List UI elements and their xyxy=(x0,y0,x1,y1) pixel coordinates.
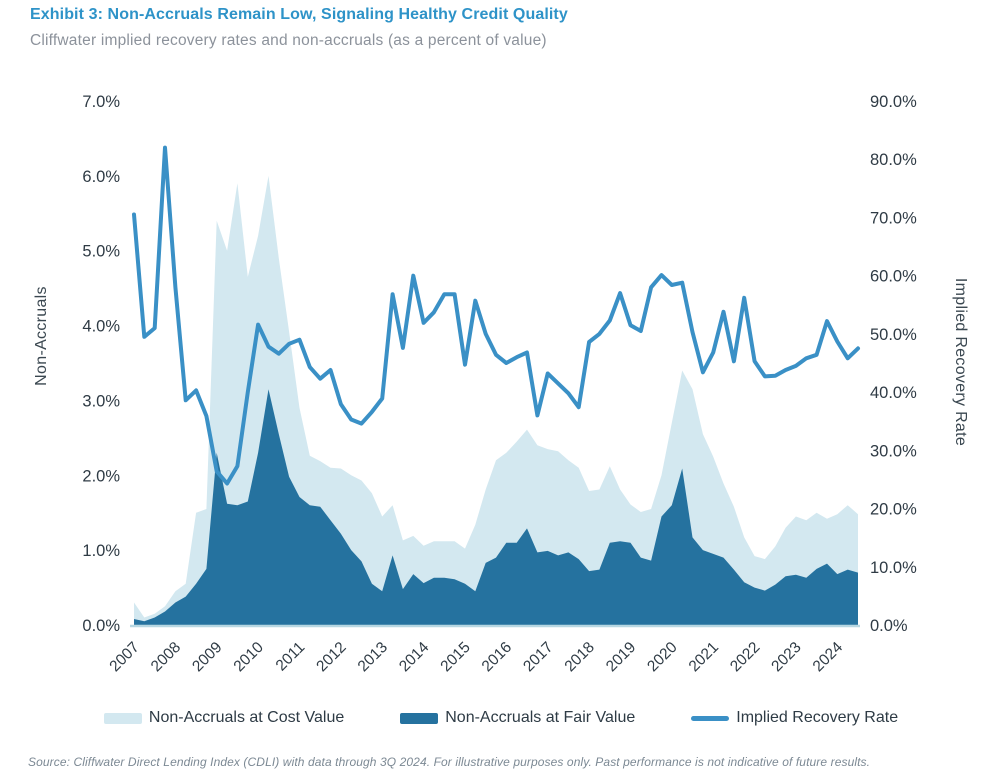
x-axis-tick-label: 2014 xyxy=(396,639,433,676)
left-axis-tick-label: 1.0% xyxy=(82,542,120,560)
x-axis-tick-label: 2012 xyxy=(313,639,349,675)
right-axis-title: Implied Recovery Rate xyxy=(952,278,969,446)
chart-plot-area: 7.0% 6.0% 5.0% 4.0% 3.0% 2.0% 1.0% 0.0% 90.0% 80… xyxy=(33,93,969,676)
left-axis-tick-label: 0.0% xyxy=(82,617,120,635)
x-axis-tick-label: 2023 xyxy=(768,639,804,675)
right-axis-tick-label: 10.0% xyxy=(870,559,917,577)
x-axis-tick-label: 2022 xyxy=(727,639,763,675)
left-axis-tick-label: 7.0% xyxy=(82,93,120,111)
line-series-group xyxy=(132,145,860,486)
right-axis-tick-label: 60.0% xyxy=(870,268,917,286)
x-axis-tick-label: 2007 xyxy=(106,639,142,675)
x-axis-tick-label: 2017 xyxy=(520,639,556,675)
x-axis-tick-label: 2008 xyxy=(148,639,184,675)
x-axis-tick-label: 2011 xyxy=(273,639,309,675)
fair-area-swatch-icon xyxy=(400,712,439,724)
legend-item-recovery-rate: Implied Recovery Rate xyxy=(691,709,898,727)
x-axis-tick-label: 2009 xyxy=(189,639,225,675)
x-axis-tick-label: 2015 xyxy=(437,639,473,675)
right-axis-tick-label: 0.0% xyxy=(870,617,908,635)
left-axis-tick-label: 3.0% xyxy=(82,392,120,410)
cost-area-swatch-icon xyxy=(103,712,142,724)
right-axis-tick-label: 90.0% xyxy=(870,93,917,111)
implied-recovery-rate-line xyxy=(132,145,860,486)
x-axis-tick-label: 2016 xyxy=(479,639,515,675)
right-axis-tick-label: 70.0% xyxy=(870,209,917,227)
right-axis-tick-label: 50.0% xyxy=(870,326,917,344)
left-axis-title: Non-Accruals xyxy=(33,286,50,386)
x-axis-tick-label: 2010 xyxy=(231,639,268,676)
x-axis-tick-label: 2013 xyxy=(355,639,391,675)
left-axis-tick-label: 2.0% xyxy=(82,467,120,485)
right-axis-tick-labels: 90.0% 80.0% 70.0% 60.0% 50.0% 40.0% 30.0% 20.0%… xyxy=(870,93,917,635)
legend-label-recovery: Implied Recovery Rate xyxy=(736,709,899,726)
legend-item-cost-value: Non-Accruals at Cost Value xyxy=(103,709,345,727)
x-axis-tick-label: 2021 xyxy=(686,639,722,675)
recovery-line-swatch-icon xyxy=(691,715,730,721)
x-axis-tick-label: 2024 xyxy=(810,639,847,676)
area-series-group xyxy=(134,175,858,626)
page-title: Exhibit 3: Non-Accruals Remain Low, Sign… xyxy=(30,6,568,23)
x-axis-tick-label: 2019 xyxy=(603,639,639,675)
left-axis-tick-label: 6.0% xyxy=(82,168,120,186)
legend-item-fair-value: Non-Accruals at Fair Value xyxy=(400,709,635,727)
right-axis-tick-label: 30.0% xyxy=(870,442,917,460)
x-axis-tick-label: 2020 xyxy=(644,639,681,676)
legend: Non-Accruals at Cost Value Non-Accruals … xyxy=(0,702,1002,734)
non-accruals-at-fair-value-area xyxy=(134,389,858,626)
left-axis-tick-label: 4.0% xyxy=(82,318,120,336)
x-axis-tick-label: 2018 xyxy=(562,639,598,675)
right-axis-tick-label: 20.0% xyxy=(870,501,917,519)
left-axis-tick-labels: 7.0% 6.0% 5.0% 4.0% 3.0% 2.0% 1.0% 0.0% xyxy=(82,93,120,635)
right-axis-tick-label: 40.0% xyxy=(870,384,917,402)
legend-label-fair: Non-Accruals at Fair Value xyxy=(445,709,636,726)
page-subtitle: Cliffwater implied recovery rates and no… xyxy=(30,32,547,49)
x-axis-tick-labels: 2007 2008 2009 2010 2011 2012 2013 2014 2015 2016… xyxy=(106,639,846,676)
source-note: Source: Cliffwater Direct Lending Index … xyxy=(28,755,871,769)
left-axis-tick-label: 5.0% xyxy=(82,243,120,261)
right-axis-tick-label: 80.0% xyxy=(870,151,917,169)
legend-label-cost: Non-Accruals at Cost Value xyxy=(148,709,345,726)
